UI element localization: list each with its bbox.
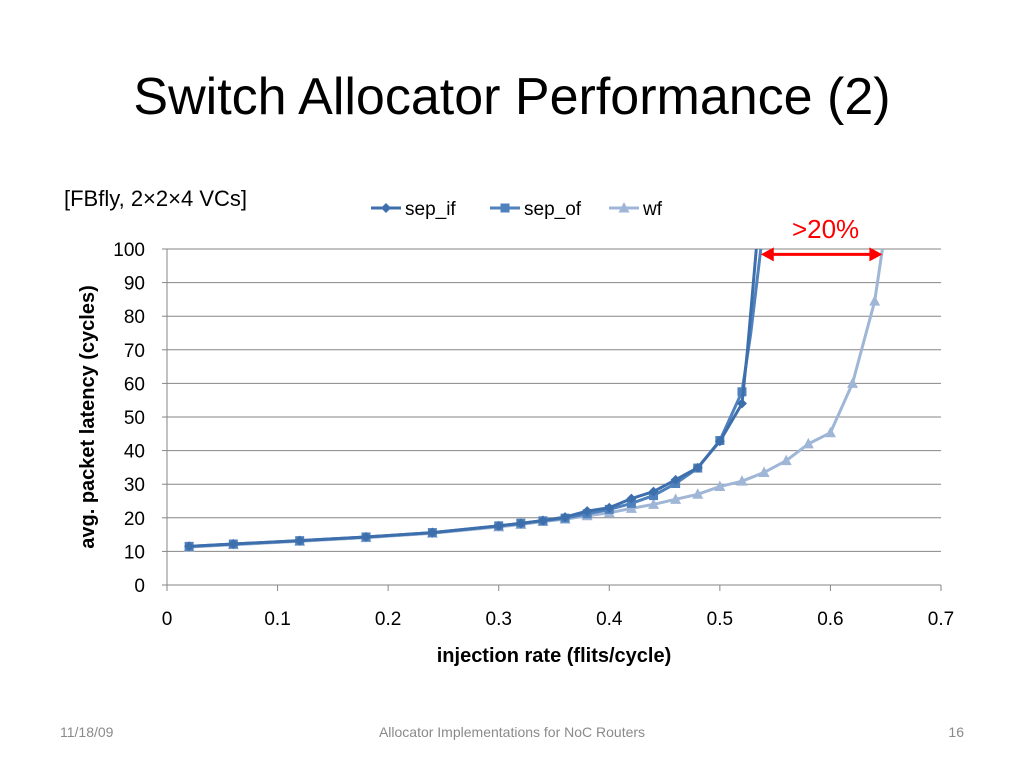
legend-marker-sep_if — [381, 203, 391, 213]
y-tick-label: 90 — [124, 274, 145, 295]
data-point-sep_if — [626, 493, 637, 504]
y-tick-label: 80 — [124, 307, 145, 328]
chart-subtitle: [FBfly, 2×2×4 VCs] — [64, 186, 248, 211]
data-point-wf — [714, 480, 726, 492]
x-tick-label: 0.7 — [928, 609, 954, 630]
x-tick-label: 0 — [162, 609, 173, 630]
annotation-arrow-head-right — [869, 247, 883, 262]
series-line-wf — [189, 248, 884, 549]
data-point-sep_if — [714, 436, 725, 447]
data-point-wf — [847, 377, 859, 388]
y-tick-label: 10 — [124, 542, 145, 563]
data-point-sep_if — [228, 539, 239, 550]
annotation-arrow-head-left — [760, 247, 774, 262]
data-point-sep_if — [361, 531, 372, 542]
data-point-wf — [670, 493, 682, 504]
legend-marker-wf — [618, 202, 630, 213]
annotation-label: >20% — [792, 214, 859, 244]
data-point-sep_if — [582, 506, 593, 517]
data-point-sep_if — [427, 527, 438, 538]
data-point-sep_if — [560, 512, 571, 523]
x-axis-title: injection rate (flits/cycle) — [437, 645, 672, 667]
data-point-sep_if — [294, 535, 305, 546]
legend-label-wf: wf — [642, 199, 663, 220]
footer-date: 11/18/09 — [60, 724, 114, 740]
data-point-sep_if — [537, 515, 548, 526]
y-tick-label: 40 — [124, 442, 145, 463]
data-point-sep_if — [604, 502, 615, 513]
y-tick-label: 0 — [134, 576, 145, 597]
data-point-sep_if — [648, 486, 659, 497]
page-number: 16 — [948, 724, 964, 740]
data-point-wf — [692, 488, 704, 499]
y-tick-label: 50 — [124, 408, 145, 429]
x-tick-label: 0.6 — [817, 609, 843, 630]
y-tick-label: 20 — [124, 509, 145, 530]
data-point-sep_if — [736, 398, 747, 409]
y-tick-label: 100 — [113, 240, 145, 261]
data-point-sep_if — [184, 541, 195, 552]
x-tick-label: 0.2 — [375, 609, 401, 630]
x-tick-label: 0.1 — [264, 609, 290, 630]
data-point-wf — [869, 295, 881, 306]
legend-label-sep_if: sep_if — [405, 199, 456, 220]
y-tick-label: 60 — [124, 374, 145, 395]
data-point-sep_if — [670, 474, 681, 485]
data-point-wf — [648, 498, 660, 509]
y-tick-label: 30 — [124, 475, 145, 496]
footer-center-text: Allocator Implementations for NoC Router… — [378, 724, 646, 740]
y-axis-title: avg. packet latency (cycles) — [77, 285, 99, 548]
data-point-sep_if — [692, 462, 703, 473]
data-point-sep_if — [493, 520, 504, 531]
legend-label-sep_of: sep_of — [524, 199, 582, 220]
data-point-sep_if — [515, 518, 526, 529]
data-point-wf — [802, 437, 814, 449]
x-tick-label: 0.3 — [486, 609, 512, 630]
slide-title: Switch Allocator Performance (2) — [133, 68, 891, 126]
y-tick-label: 70 — [124, 341, 145, 362]
data-point-wf — [758, 466, 770, 477]
data-point-wf — [780, 454, 792, 466]
data-point-wf — [824, 426, 836, 438]
x-tick-label: 0.5 — [707, 609, 733, 630]
x-tick-label: 0.4 — [596, 609, 623, 630]
data-point-wf — [736, 475, 748, 486]
legend-marker-sep_of — [500, 203, 510, 213]
